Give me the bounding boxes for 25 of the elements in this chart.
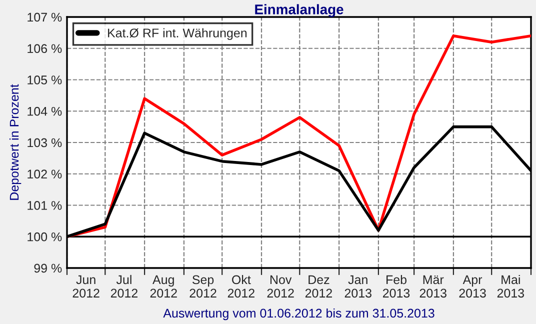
x-tick-label: Sep 2012 (190, 275, 216, 298)
x-tick-label: Jan 2013 (344, 275, 372, 298)
x-tick-label: Apr 2013 (459, 275, 486, 298)
y-axis-title: Depotwert in Prozent (9, 84, 22, 200)
x-tick-label: Dez 2012 (305, 275, 332, 298)
chart-title: Einmalanlage (255, 4, 344, 18)
legend-label: Kat.Ø RF int. Währungen (108, 28, 247, 40)
x-tick-label: Nov 2012 (267, 275, 294, 298)
x-tick-label: Aug 2012 (150, 275, 177, 298)
y-tick-label: 102 % (28, 170, 62, 179)
text: Auswertung vom 01.06.2012 bis zum 31.05.2013 (163, 308, 434, 320)
y-tick-label: 100 % (28, 232, 62, 242)
x-tick-label: Feb 2013 (382, 274, 410, 298)
y-tick-label: 104 % (28, 106, 62, 116)
x-tick-label: Mär 2013 (420, 275, 446, 298)
y-tick-label: 99 % (34, 264, 62, 273)
x-tick-label: Jul 2012 (110, 274, 138, 298)
x-tick-label: Jun 2012 (72, 275, 100, 298)
x-tick-label: Okt 2012 (228, 274, 254, 298)
y-tick-label: 103 % (28, 138, 62, 148)
x-tick-label: Mai 2013 (497, 274, 524, 298)
y-tick-label: 101 % (28, 201, 62, 210)
y-tick-label: 107 % (28, 12, 62, 22)
y-tick-label: 106 % (28, 44, 62, 54)
y-tick-label: 105 % (28, 76, 62, 84)
